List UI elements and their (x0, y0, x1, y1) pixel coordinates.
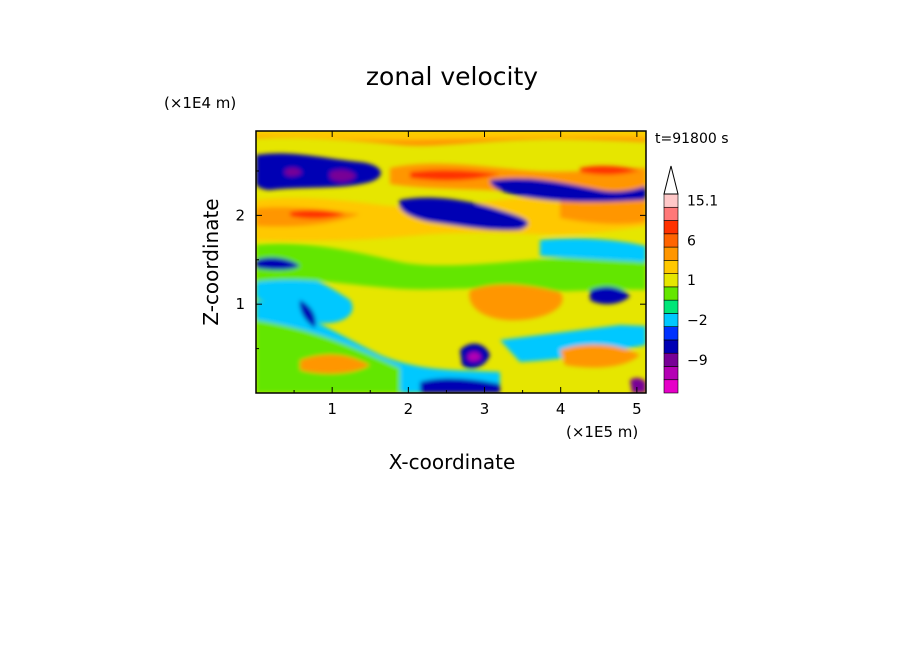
colorbar-swatch (663, 206, 679, 221)
colorbar-label: 1 (687, 273, 696, 289)
colorbar-label: −9 (687, 353, 708, 369)
colorbar-label: 15.1 (687, 194, 718, 210)
time-label: t=91800 s (655, 131, 729, 147)
heatmap-field (256, 131, 646, 393)
colorbar-extend-arrow (663, 165, 679, 195)
x-tick-label: 2 (404, 400, 414, 418)
x-axis-unit: (×1E5 m) (566, 423, 638, 441)
y-tick-label: 1 (235, 295, 245, 313)
colorbar-swatch (663, 260, 679, 274)
colorbar-swatch (663, 273, 679, 288)
y-axis-label: Z-coordinate (199, 198, 223, 325)
colorbar-swatch (663, 299, 679, 314)
plot-frame (255, 130, 647, 394)
colorbar-swatch (663, 339, 679, 354)
colorbar-swatch (663, 352, 679, 367)
x-tick-label: 5 (632, 400, 642, 418)
colorbar-swatch (663, 233, 679, 248)
y-axis-unit: (×1E4 m) (164, 94, 236, 112)
colorbar-swatch (663, 379, 679, 394)
x-tick-label: 1 (327, 400, 337, 418)
x-tick-label: 4 (556, 400, 566, 418)
x-axis: 1 2 3 4 5 (293, 131, 642, 418)
x-tick-label: 3 (480, 400, 490, 418)
colorbar-swatch (663, 220, 679, 235)
y-tick-label: 2 (235, 206, 245, 224)
colorbar-label: 6 (687, 233, 696, 249)
colorbar-swatch (663, 286, 679, 301)
colorbar-swatch (663, 366, 679, 381)
colorbar-swatch (663, 313, 679, 327)
x-axis-label: X-coordinate (389, 450, 516, 474)
colorbar-swatch (663, 193, 679, 208)
colorbar-swatch (663, 326, 679, 341)
colorbar-label: −2 (687, 313, 708, 329)
chart-title: zonal velocity (366, 62, 538, 91)
colorbar: 15.1 6 1 −2 −9 (663, 165, 718, 394)
y-axis: 12 (235, 170, 646, 350)
colorbar-swatch (663, 246, 679, 261)
